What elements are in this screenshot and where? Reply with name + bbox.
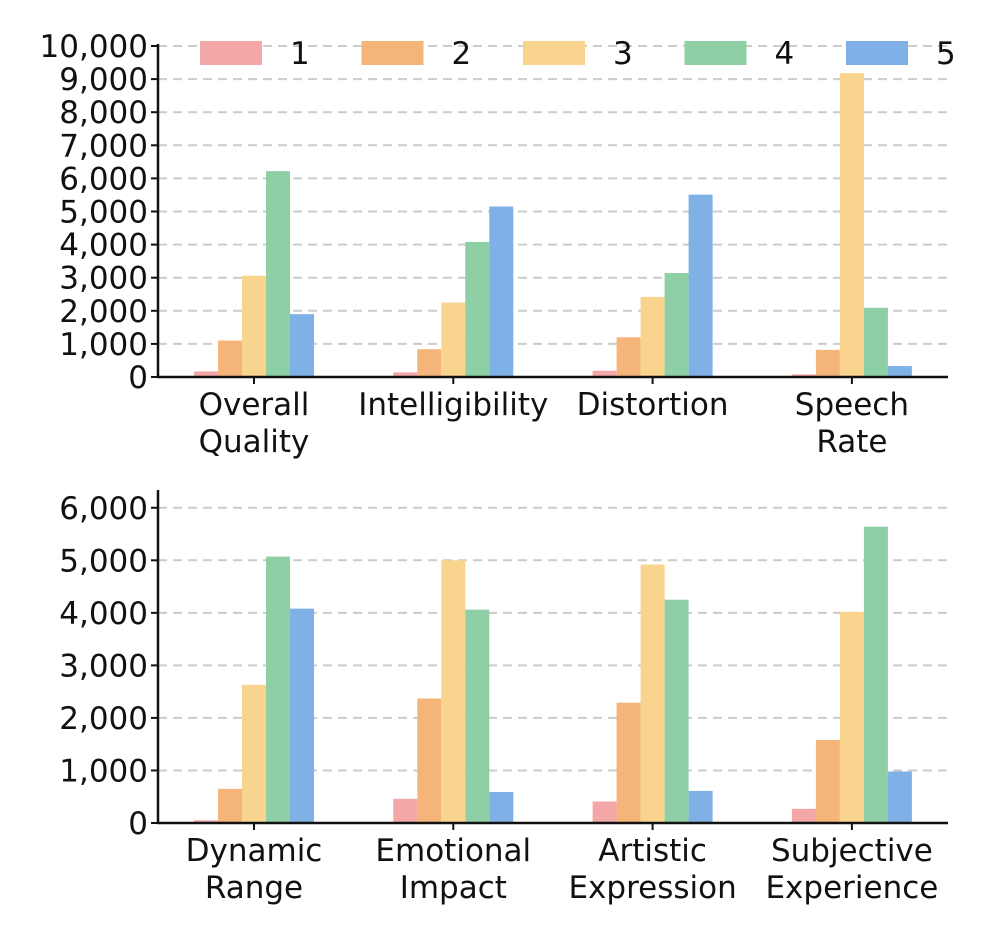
y-tick-label: 7,000 (59, 128, 148, 164)
bar-series-3-cat-2 (441, 560, 466, 823)
bar-series-2-cat-1 (218, 340, 242, 377)
bar-series-4-cat-3 (664, 599, 689, 823)
bar-series-4-cat-4 (863, 526, 888, 823)
legend-swatch-3 (523, 41, 585, 65)
bar-series-1-cat-1 (194, 371, 218, 377)
y-tick-label: 6,000 (59, 161, 148, 197)
y-tick-label: 1,000 (59, 753, 148, 789)
legend-swatch-2 (361, 41, 424, 65)
x-tick-label: Speech (795, 387, 909, 423)
x-tick-label: Subjective (771, 833, 933, 869)
x-tick-label: Quality (199, 424, 310, 460)
bar-series-5-cat-2 (489, 206, 514, 377)
y-tick-label: 5,000 (59, 195, 148, 231)
bar-series-1-cat-4 (791, 808, 816, 823)
chart-panel-1: 01,0002,0003,0004,0005,0006,0007,0008,00… (40, 29, 956, 460)
bar-series-2-cat-3 (616, 337, 641, 377)
bar-series-2-cat-2 (417, 698, 442, 823)
x-tick-label: Intelligibility (358, 387, 548, 423)
y-tick-label: 4,000 (59, 596, 148, 632)
y-tick-label: 8,000 (59, 95, 148, 131)
legend-label-5: 5 (936, 36, 956, 72)
bar-series-4-cat-2 (465, 609, 490, 823)
x-tick-label: Overall (199, 387, 310, 423)
legend-label-2: 2 (452, 36, 472, 72)
legend-label-3: 3 (613, 36, 633, 72)
bar-series-5-cat-4 (887, 771, 912, 823)
bar-series-5-cat-2 (489, 792, 514, 823)
y-tick-label: 4,000 (59, 228, 148, 264)
bar-series-2-cat-4 (815, 739, 840, 823)
legend-swatch-5 (846, 41, 908, 65)
bar-series-4-cat-4 (863, 307, 888, 377)
y-tick-label: 0 (128, 806, 148, 842)
bar-series-2-cat-4 (815, 349, 840, 377)
x-tick-label: Emotional (375, 833, 531, 869)
x-tick-label: Range (205, 870, 303, 906)
bar-series-3-cat-3 (640, 296, 665, 377)
x-tick-label: Expression (568, 870, 736, 906)
chart-panel-2: 0 1,000 2,000 3,000 4,000 5,000 6,000 DynamicRa… (59, 490, 948, 906)
bar-series-5-cat-3 (688, 790, 713, 823)
bar-series-3-cat-4 (839, 611, 864, 823)
bar-series-5-cat-3 (688, 194, 713, 377)
bar-series-3-cat-2 (441, 302, 466, 377)
bar-series-4-cat-3 (664, 273, 689, 377)
bar-series-1-cat-3 (592, 370, 617, 377)
x-tick-label: Distortion (577, 387, 729, 423)
y-tick-label: 3,000 (59, 261, 148, 297)
bar-series-1-cat-2 (393, 372, 418, 377)
x-tick-label: Experience (765, 870, 938, 906)
y-tick-label: 9,000 (59, 62, 148, 98)
bar-series-2-cat-3 (616, 702, 641, 823)
y-tick-label: 0 (128, 360, 148, 396)
x-tick-label: Impact (400, 870, 507, 906)
bar-series-1-cat-3 (592, 801, 617, 823)
x-tick-label: Rate (816, 424, 887, 460)
legend: 1 2 3 4 5 (200, 36, 956, 72)
bar-series-4-cat-2 (465, 241, 490, 377)
bar-series-2-cat-2 (417, 349, 442, 377)
legend-label-4: 4 (775, 36, 795, 72)
bar-series-5-cat-1 (290, 314, 314, 377)
y-tick-label: 1,000 (59, 327, 148, 363)
bar-series-3-cat-3 (640, 564, 665, 823)
x-tick-label: Artistic (598, 833, 707, 869)
bar-series-5-cat-1 (290, 608, 314, 823)
bar-series-4-cat-1 (266, 171, 290, 377)
legend-swatch-4 (684, 41, 747, 65)
legend-label-1: 1 (290, 36, 310, 72)
bar-series-4-cat-1 (266, 556, 290, 823)
y-tick-label: 2,000 (59, 294, 148, 330)
x-tick-label: Dynamic (186, 833, 323, 869)
y-tick-label: 3,000 (59, 648, 148, 684)
bar-series-1-cat-4 (791, 374, 816, 377)
bar-series-1-cat-1 (194, 820, 218, 823)
y-tick-label: 6,000 (59, 491, 148, 527)
legend-swatch-1 (200, 41, 262, 65)
y-tick-label: 10,000 (40, 29, 148, 65)
bar-series-1-cat-2 (393, 798, 418, 823)
y-tick-label: 5,000 (59, 543, 148, 579)
bar-series-3-cat-1 (242, 684, 266, 823)
bar-series-3-cat-4 (839, 73, 864, 377)
bar-series-5-cat-4 (887, 366, 912, 377)
bar-series-3-cat-1 (242, 275, 266, 377)
y-tick-label: 2,000 (59, 701, 148, 737)
bar-series-2-cat-1 (218, 788, 242, 823)
